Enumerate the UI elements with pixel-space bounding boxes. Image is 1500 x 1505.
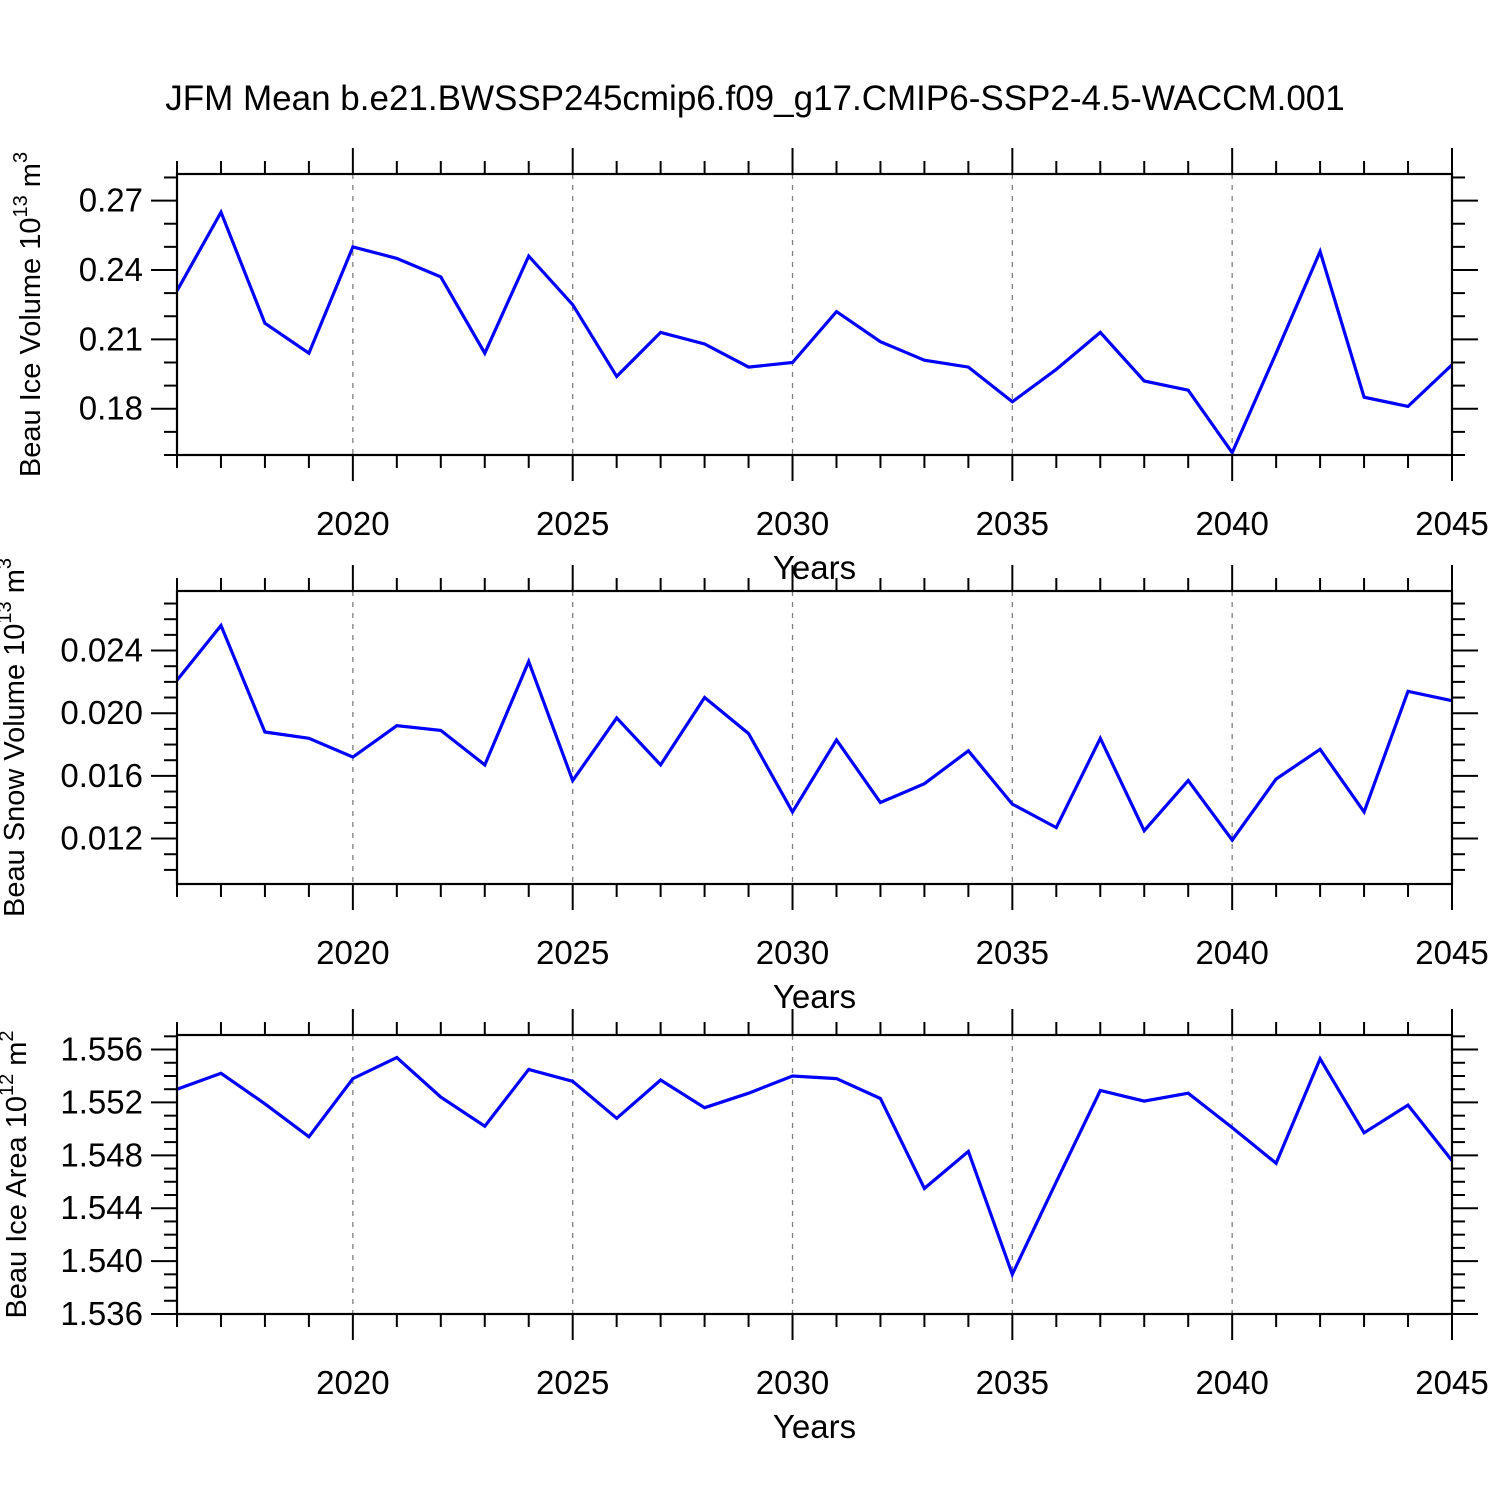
- y-axis-title: Beau Ice Area 1012 m2: [0, 1030, 33, 1318]
- data-line-1: [175, 622, 1453, 843]
- x-tick-label: 2045: [1415, 505, 1488, 542]
- y-tick-label: 1.552: [60, 1083, 143, 1120]
- x-tick-label: 2025: [536, 934, 609, 971]
- x-axis-title: Years: [773, 1408, 856, 1445]
- x-tick-labels: 2020 2025 2030 2035 2040 2045: [316, 934, 1489, 971]
- figure-title: JFM Mean b.e21.BWSSP245cmip6.f09_g17.CMI…: [165, 79, 1344, 118]
- ticks: [151, 148, 1478, 481]
- x-tick-label: 2025: [536, 505, 609, 542]
- x-tick-labels: 2020 2025 2030 2035 2040 2045: [316, 1364, 1489, 1401]
- y-tick-label: 1.540: [60, 1242, 143, 1279]
- x-tick-label: 2030: [756, 934, 829, 971]
- x-tick-label: 2020: [316, 934, 389, 971]
- y-tick-label: 0.020: [60, 694, 143, 731]
- y-tick-label: 1.548: [60, 1136, 143, 1173]
- x-tick-labels: 2020 2025 2030 2035 2040 2045: [316, 505, 1489, 542]
- y-tick-labels: 1.536 1.540 1.544 1.548 1.552 1.556: [60, 1031, 143, 1332]
- y-tick-label: 1.536: [60, 1295, 143, 1332]
- y-tick-label: 1.544: [60, 1189, 143, 1226]
- panel-0: 0.18 0.21 0.24 0.27 2020 2025 2030 2035 2040 2045…: [10, 148, 1489, 586]
- y-tick-label: 1.556: [60, 1031, 143, 1068]
- gridlines: [352, 174, 1233, 455]
- data-line-2: [176, 1055, 1454, 1279]
- panel-frame: [175, 1033, 1454, 1316]
- x-tick-label: 2040: [1195, 505, 1268, 542]
- panels-group: 0.18 0.21 0.24 0.27 2020 2025 2030 2035 2040 2045…: [0, 148, 1489, 1445]
- x-tick-label: 2035: [976, 934, 1049, 971]
- data-line-0: [175, 208, 1454, 456]
- ticks: [151, 1009, 1478, 1340]
- y-tick-label: 0.016: [60, 757, 143, 794]
- x-tick-label: 2040: [1195, 1364, 1268, 1401]
- y-tick-labels: 0.18 0.21 0.24 0.27: [79, 182, 143, 427]
- x-tick-label: 2040: [1195, 934, 1268, 971]
- x-tick-label: 2035: [976, 1364, 1049, 1401]
- gridlines: [352, 591, 1233, 884]
- x-tick-label: 2035: [976, 505, 1049, 542]
- y-tick-label: 0.012: [60, 820, 143, 857]
- x-axis-title: Years: [773, 978, 856, 1015]
- x-tick-label: 2045: [1415, 934, 1488, 971]
- x-tick-label: 2030: [756, 505, 829, 542]
- y-tick-label: 0.24: [79, 251, 143, 288]
- y-tick-labels: 0.012 0.016 0.020 0.024: [60, 632, 143, 857]
- x-tick-label: 2020: [316, 1364, 389, 1401]
- x-axis-title: Years: [773, 549, 856, 586]
- y-tick-label: 0.27: [79, 182, 143, 219]
- panel-frame: [175, 172, 1454, 457]
- y-tick-label: 0.18: [79, 390, 143, 427]
- y-tick-label: 0.024: [60, 632, 143, 669]
- y-tick-label: 0.21: [79, 320, 143, 357]
- ticks: [151, 565, 1478, 910]
- panel-1: 0.012 0.016 0.020 0.024 2020 2025 2030 2035 2040…: [0, 558, 1489, 1015]
- y-axis-title: Beau Snow Volume 1013 m3: [0, 558, 31, 917]
- x-tick-label: 2045: [1415, 1364, 1488, 1401]
- panel-frame: [175, 589, 1454, 886]
- x-tick-label: 2020: [316, 505, 389, 542]
- y-axis-title: Beau Ice Volume 1013 m3: [10, 152, 47, 477]
- x-tick-label: 2025: [536, 1364, 609, 1401]
- x-tick-label: 2030: [756, 1364, 829, 1401]
